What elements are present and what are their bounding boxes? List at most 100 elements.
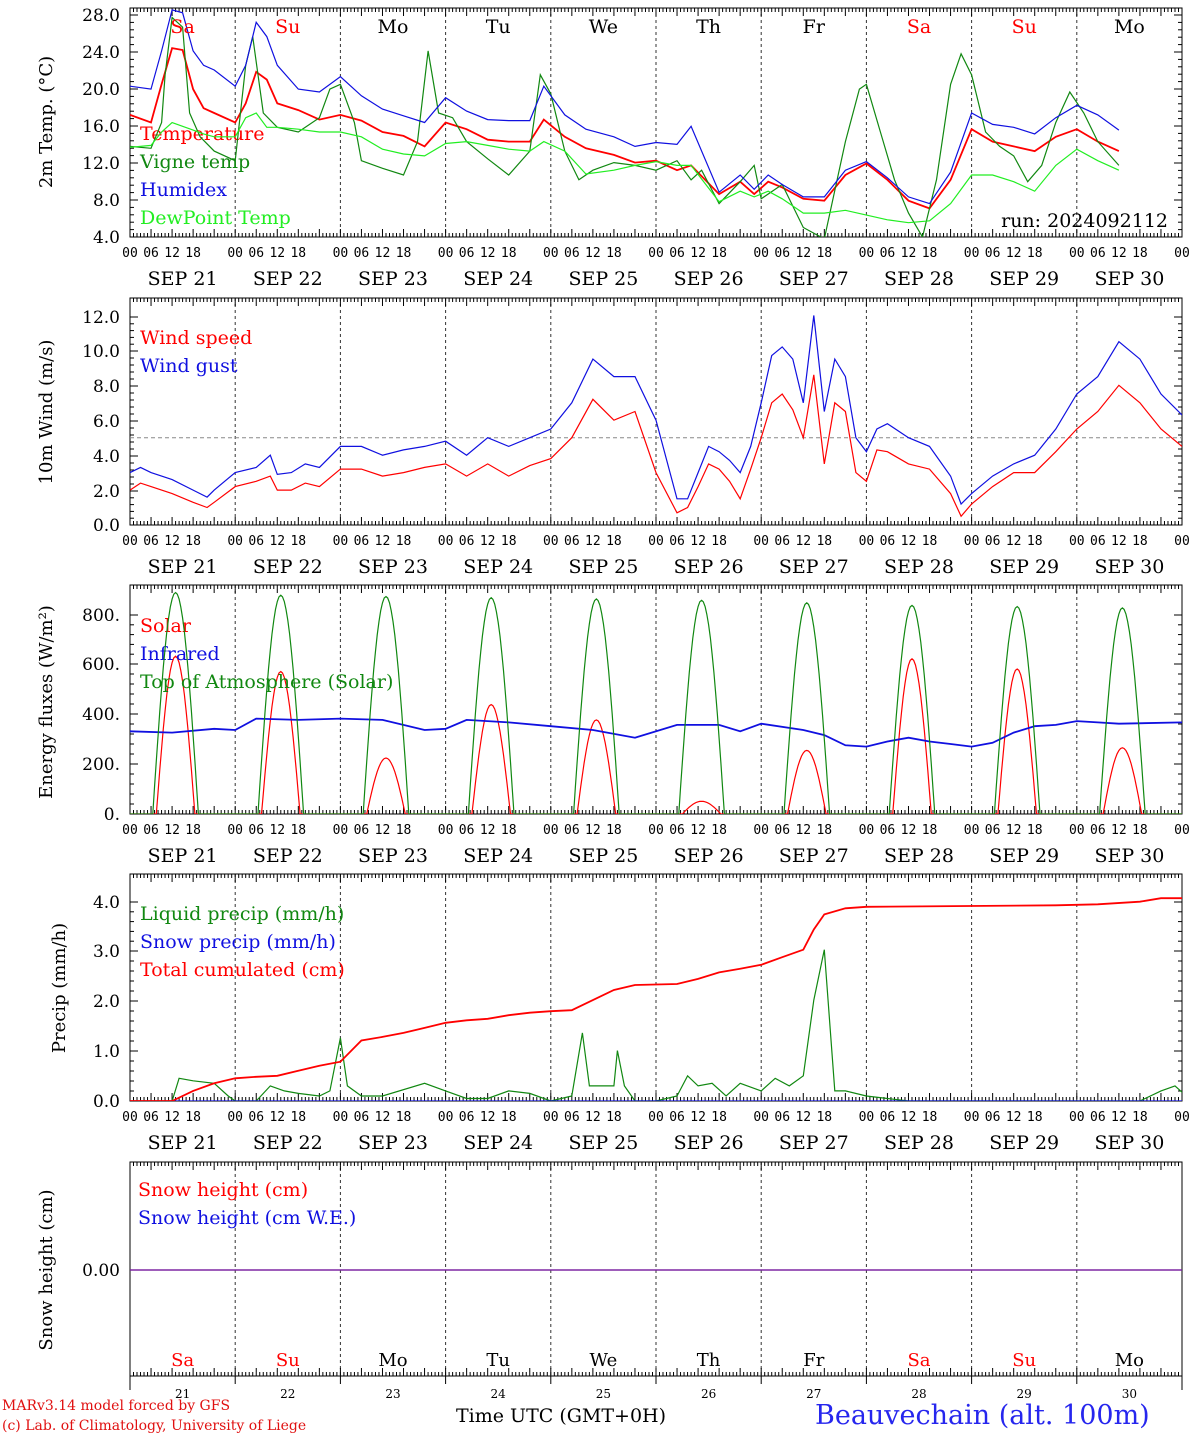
weekday-label: Su [275, 16, 300, 38]
day-label: SEP 29 [989, 845, 1059, 867]
series-line-dewpoint-temp [130, 112, 1120, 224]
hour-tick-label: 06 [669, 246, 685, 261]
hour-tick-label: 12 [1111, 1110, 1127, 1125]
series-line-humidex [130, 9, 1120, 205]
day-label: SEP 26 [674, 268, 744, 290]
y-tick-label: 8.0 [93, 377, 120, 397]
hour-tick-label: 18 [396, 823, 412, 838]
y-tick-label: 16.0 [82, 117, 120, 137]
hour-tick-label: 18 [501, 534, 517, 549]
hour-tick-label: 06 [564, 823, 580, 838]
weekday-label: Fr [803, 16, 826, 38]
hour-tick-label: 00 [1174, 534, 1190, 549]
hour-tick-label: 00 [227, 534, 243, 549]
hour-tick-label: 12 [795, 823, 811, 838]
hour-tick-label: 06 [985, 823, 1001, 838]
hour-tick-label: 18 [922, 1110, 938, 1125]
hour-tick-label: 00 [122, 534, 138, 549]
hour-tick-label: 06 [459, 534, 475, 549]
day-label: SEP 22 [253, 845, 323, 867]
hour-tick-label: 18 [290, 1110, 306, 1125]
weekday-label: Su [1012, 16, 1037, 38]
day-label: SEP 24 [463, 845, 533, 867]
day-number-label: 25 [596, 1387, 611, 1401]
hour-tick-label: 06 [354, 823, 370, 838]
day-label: SEP 28 [884, 268, 954, 290]
y-tick-label: 24.0 [82, 43, 120, 63]
hour-tick-label: 12 [585, 1110, 601, 1125]
hour-tick-label: 06 [985, 1110, 1001, 1125]
day-label: SEP 25 [568, 268, 638, 290]
hour-tick-label: 12 [269, 534, 285, 549]
hour-tick-label: 00 [964, 246, 980, 261]
hour-tick-label: 18 [396, 534, 412, 549]
y-tick-label: 2.0 [93, 482, 120, 502]
run-label: run: 2024092112 [1001, 210, 1168, 232]
day-number-label: 27 [806, 1387, 821, 1401]
y-tick-label: 3.0 [93, 942, 120, 962]
hour-tick-label: 18 [290, 823, 306, 838]
y-tick-label: 0.00 [82, 1261, 120, 1281]
hour-tick-label: 06 [774, 1110, 790, 1125]
day-label: SEP 29 [989, 268, 1059, 290]
hour-tick-label: 00 [859, 246, 875, 261]
y-tick-label: 4.0 [93, 228, 120, 248]
hour-tick-label: 00 [753, 246, 769, 261]
hour-tick-label: 06 [880, 823, 896, 838]
day-label: SEP 21 [148, 556, 218, 578]
hour-tick-label: 18 [1027, 534, 1043, 549]
hour-tick-label: 12 [690, 246, 706, 261]
legend-entry: Total cumulated (cm) [140, 959, 345, 981]
hour-tick-label: 12 [795, 246, 811, 261]
hour-tick-label: 12 [795, 1110, 811, 1125]
hour-tick-label: 00 [438, 1110, 454, 1125]
weekday-label-bottom: Mo [1115, 1350, 1144, 1371]
hour-tick-label: 00 [1069, 534, 1085, 549]
hour-tick-label: 18 [1132, 823, 1148, 838]
y-tick-label: 200. [82, 755, 120, 775]
hour-tick-label: 18 [606, 823, 622, 838]
legend-entry: Wind speed [140, 327, 252, 349]
day-label: SEP 28 [884, 556, 954, 578]
hour-tick-label: 12 [269, 246, 285, 261]
day-label: SEP 21 [148, 845, 218, 867]
hour-tick-label: 18 [1132, 246, 1148, 261]
day-label: SEP 26 [674, 1132, 744, 1154]
legend-entry: Top of Atmosphere (Solar) [140, 671, 393, 693]
hour-tick-label: 18 [922, 823, 938, 838]
hour-tick-label: 18 [1132, 534, 1148, 549]
hour-tick-label: 06 [774, 534, 790, 549]
hour-tick-label: 12 [164, 823, 180, 838]
hour-tick-label: 06 [564, 1110, 580, 1125]
weekday-label: Mo [378, 16, 409, 38]
legend-entry: DewPoint Temp [140, 207, 291, 229]
day-label: SEP 21 [148, 1132, 218, 1154]
hour-tick-label: 00 [964, 534, 980, 549]
hour-tick-label: 00 [122, 246, 138, 261]
series-line-vigne-temp [130, 16, 1120, 237]
hour-tick-label: 06 [774, 246, 790, 261]
hour-tick-label: 12 [375, 534, 391, 549]
series-line-temperature [130, 47, 1120, 210]
hour-tick-label: 06 [880, 534, 896, 549]
y-tick-label: 800. [82, 606, 120, 626]
day-label: SEP 27 [779, 845, 849, 867]
hour-tick-label: 18 [606, 246, 622, 261]
series-line-infrared [130, 717, 1182, 748]
hour-tick-label: 18 [816, 823, 832, 838]
weekday-label: Sa [907, 16, 931, 38]
hour-tick-label: 06 [248, 1110, 264, 1125]
hour-tick-label: 18 [1027, 1110, 1043, 1125]
station-label: Beauvechain (alt. 100m) [815, 1400, 1150, 1431]
hour-tick-label: 12 [1111, 823, 1127, 838]
hour-tick-label: 18 [501, 823, 517, 838]
hour-tick-label: 12 [480, 823, 496, 838]
legend-entry: Humidex [140, 179, 227, 201]
y-axis-title: 2m Temp. (°C) [36, 56, 57, 188]
day-label: SEP 25 [568, 556, 638, 578]
day-label: SEP 26 [674, 845, 744, 867]
hour-tick-label: 06 [669, 823, 685, 838]
day-label: SEP 27 [779, 556, 849, 578]
hour-tick-label: 18 [396, 1110, 412, 1125]
